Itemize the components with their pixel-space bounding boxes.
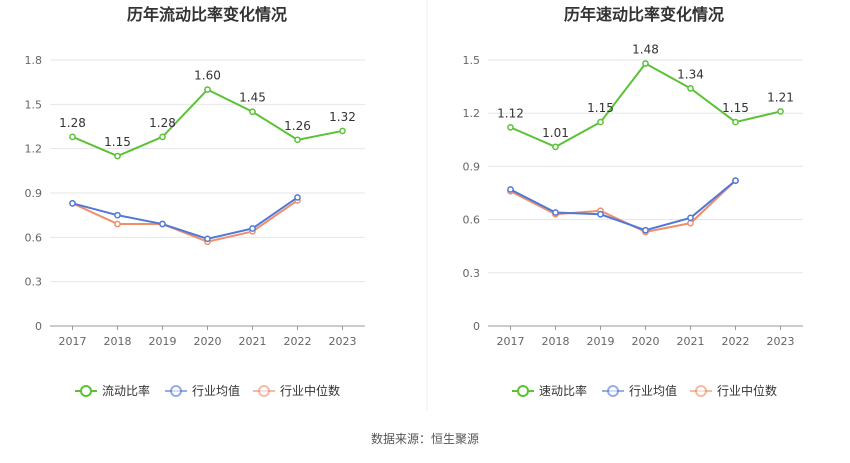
data-label: 1.26 bbox=[284, 119, 311, 133]
y-tick-label: 0.3 bbox=[25, 276, 43, 289]
data-point bbox=[507, 124, 514, 131]
data-point bbox=[249, 225, 256, 232]
x-tick-label: 2018 bbox=[104, 335, 132, 348]
data-point bbox=[69, 199, 76, 207]
data-point bbox=[294, 136, 301, 144]
legend-marker bbox=[80, 385, 92, 397]
data-label: 1.01 bbox=[542, 126, 569, 140]
x-tick-label: 2021 bbox=[677, 335, 705, 348]
x-tick-label: 2017 bbox=[59, 335, 87, 348]
x-tick-label: 2017 bbox=[497, 335, 525, 348]
legend-label: 行业均值 bbox=[192, 383, 240, 398]
legend-label: 行业均值 bbox=[629, 383, 677, 398]
y-tick-label: 0 bbox=[473, 320, 480, 333]
data-point bbox=[552, 209, 559, 216]
data-label: 1.15 bbox=[722, 101, 749, 115]
legend-marker bbox=[258, 385, 270, 397]
data-point bbox=[732, 118, 739, 126]
data-point bbox=[642, 60, 649, 67]
series-line-1 bbox=[510, 179, 737, 232]
data-source-footer: 数据来源：恒生聚源 bbox=[371, 431, 479, 446]
data-label: 1.15 bbox=[104, 135, 131, 149]
y-tick-label: 0 bbox=[35, 320, 42, 333]
y-tick-label: 1.5 bbox=[463, 54, 481, 67]
data-point bbox=[294, 194, 301, 201]
data-label: 1.28 bbox=[59, 116, 86, 130]
legend-label: 行业中位数 bbox=[717, 383, 777, 398]
x-tick-label: 2020 bbox=[194, 335, 222, 348]
x-tick-label: 2019 bbox=[587, 335, 615, 348]
data-point bbox=[114, 220, 121, 228]
data-label: 1.48 bbox=[632, 43, 659, 57]
legend-label: 流动比率 bbox=[102, 383, 150, 398]
data-point bbox=[159, 220, 166, 228]
chart-title: 历年流动比率变化情况 bbox=[127, 5, 287, 24]
series-line-1 bbox=[72, 196, 299, 240]
data-label: 1.15 bbox=[587, 101, 614, 115]
data-point bbox=[114, 152, 121, 160]
data-point bbox=[642, 226, 649, 234]
legend-marker bbox=[517, 385, 529, 397]
y-tick-label: 1.2 bbox=[463, 107, 481, 120]
quick-ratio-chart: 历年速动比率变化情况 0 0.3 0.6 0.9 1.2 1.5 2017 2018 2019 20… bbox=[463, 5, 803, 398]
data-label: 1.45 bbox=[239, 91, 266, 105]
data-point bbox=[249, 108, 256, 116]
data-label: 1.12 bbox=[497, 106, 524, 120]
x-tick-label: 2019 bbox=[149, 335, 177, 348]
y-tick-label: 1.2 bbox=[25, 143, 43, 156]
data-point bbox=[204, 86, 211, 93]
data-point bbox=[687, 214, 694, 222]
data-label: 1.28 bbox=[149, 116, 176, 130]
legend-label: 行业中位数 bbox=[280, 383, 340, 398]
y-tick-label: 0.6 bbox=[25, 231, 43, 244]
data-point bbox=[114, 211, 121, 219]
chart-title: 历年速动比率变化情况 bbox=[564, 5, 724, 24]
x-tick-label: 2022 bbox=[284, 335, 312, 348]
legend-marker bbox=[170, 385, 182, 397]
data-point bbox=[552, 143, 559, 151]
data-label: 1.21 bbox=[767, 90, 794, 104]
legend-label: 速动比率 bbox=[539, 383, 587, 398]
current-ratio-chart: 历年流动比率变化情况 0 0.3 0.6 0.9 1.2 1.5 1.8 2017 2018 201… bbox=[25, 5, 365, 398]
y-tick-label: 0.6 bbox=[463, 214, 481, 227]
data-point bbox=[732, 177, 739, 184]
data-point bbox=[597, 118, 604, 126]
y-tick-label: 0.9 bbox=[25, 187, 43, 200]
data-label: 1.32 bbox=[329, 110, 356, 124]
data-point bbox=[687, 219, 694, 227]
legend-marker bbox=[695, 385, 707, 397]
y-tick-label: 0.3 bbox=[463, 267, 481, 280]
data-point bbox=[597, 210, 604, 218]
x-tick-label: 2020 bbox=[632, 335, 660, 348]
legend-marker bbox=[607, 385, 619, 397]
x-tick-label: 2023 bbox=[329, 335, 357, 348]
y-tick-label: 1.5 bbox=[25, 98, 43, 111]
y-tick-label: 1.8 bbox=[25, 54, 43, 67]
data-point bbox=[159, 133, 166, 141]
x-tick-label: 2023 bbox=[767, 335, 795, 348]
data-label: 1.34 bbox=[677, 67, 704, 81]
series-line-2 bbox=[72, 199, 299, 243]
data-point bbox=[204, 235, 211, 243]
y-tick-label: 0.9 bbox=[463, 160, 481, 173]
data-label: 1.60 bbox=[194, 69, 221, 83]
data-point bbox=[777, 108, 784, 115]
data-point bbox=[507, 186, 514, 193]
x-tick-label: 2018 bbox=[542, 335, 570, 348]
x-tick-label: 2021 bbox=[239, 335, 267, 348]
data-point bbox=[69, 133, 76, 141]
data-point bbox=[687, 85, 694, 92]
data-point bbox=[339, 127, 346, 135]
x-tick-label: 2022 bbox=[722, 335, 750, 348]
